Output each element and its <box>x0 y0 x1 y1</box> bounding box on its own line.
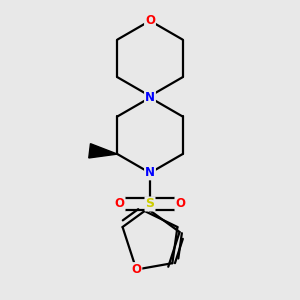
Text: O: O <box>176 197 185 211</box>
Polygon shape <box>89 144 117 158</box>
Text: N: N <box>145 167 155 179</box>
Text: O: O <box>131 263 141 276</box>
Text: N: N <box>145 91 155 104</box>
Text: O: O <box>145 14 155 27</box>
Text: S: S <box>146 197 154 211</box>
Text: O: O <box>115 197 124 211</box>
